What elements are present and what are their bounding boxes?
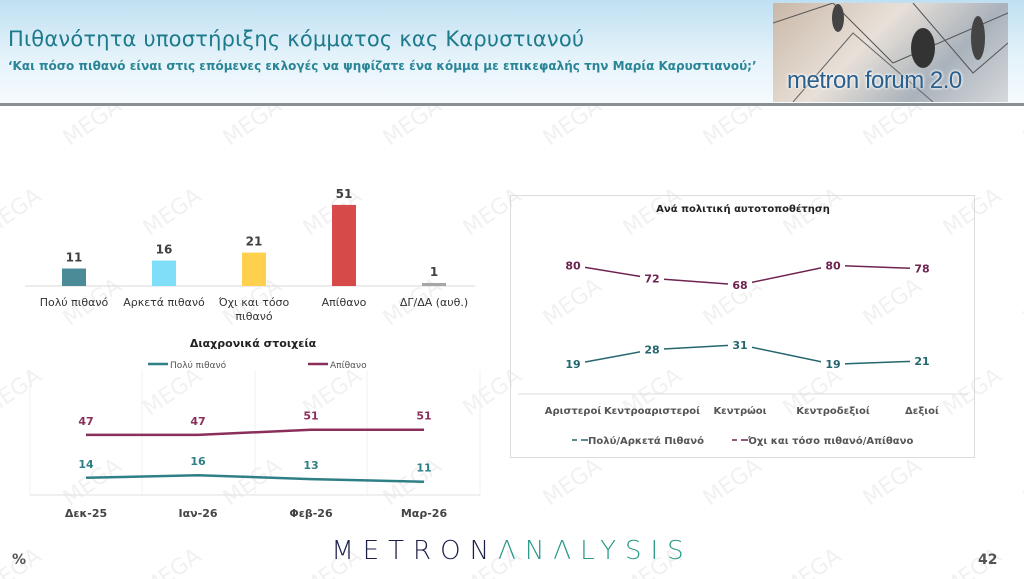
data-label: 80 [565, 259, 581, 272]
legend-label: Πολύ πιθανό [170, 360, 227, 371]
bar [62, 268, 86, 286]
watermark: MEGA [698, 453, 767, 512]
chart-title: Ανά πολιτική αυτοτοποθέτηση [656, 203, 830, 215]
data-label: 16 [190, 455, 206, 468]
data-label: 51 [416, 410, 431, 423]
data-label: 78 [914, 263, 929, 276]
data-label: 47 [78, 415, 93, 428]
data-label: 21 [246, 235, 263, 249]
data-label: 28 [644, 344, 659, 357]
brand-part2: ΛNΛLYSIS [498, 536, 693, 566]
category-label: Απίθανο [322, 296, 367, 309]
series-line [86, 428, 424, 437]
watermark: MEGA [1018, 453, 1024, 512]
data-label: 68 [732, 279, 747, 292]
data-label-bg [728, 276, 752, 292]
watermark: MEGA [1018, 273, 1024, 332]
data-label: 21 [914, 355, 929, 368]
watermark: MEGA [538, 453, 607, 512]
category-label: Κεντρώοι [713, 405, 766, 417]
category-label: Κεντροαριστεροί [604, 405, 700, 417]
unit-label: % [12, 552, 27, 568]
data-label: 72 [644, 272, 659, 285]
category-label: Αριστεροί [545, 405, 602, 417]
category-label: Μαρ-26 [401, 507, 448, 520]
data-label-bg [821, 356, 845, 372]
bar [332, 204, 356, 286]
data-label-bg [821, 257, 845, 273]
data-label: 13 [303, 459, 318, 472]
category-label: Δεξιοί [905, 405, 939, 417]
data-label: 14 [78, 458, 94, 471]
data-label-bg [561, 257, 585, 273]
brand-part1: METRON [331, 536, 499, 566]
watermark: MEGA [858, 453, 927, 512]
data-label: 11 [66, 251, 83, 265]
category-label: Φεβ-26 [289, 507, 333, 520]
data-label-bg [728, 336, 752, 352]
logo-text: metron forum 2.0 [787, 67, 962, 94]
data-label: 80 [825, 259, 841, 272]
bar-chart-distribution: 11 Πολύ πιθανό 16 Αρκετά πιθανό 21 Όχι και τό… [25, 187, 475, 323]
data-label: 11 [416, 462, 431, 475]
data-label: 47 [190, 415, 205, 428]
category-label: Ιαν-26 [178, 507, 217, 520]
page-title: Πιθανότητα υποστήριξης κόμματος κας Καρυ… [8, 27, 585, 51]
data-label: 1 [430, 265, 438, 279]
category-label: Πολύ πιθανό [40, 296, 109, 309]
header: Πιθανότητα υποστήριξης κόμματος κας Καρυ… [0, 0, 1024, 106]
chart-title: Διαχρονικά στοιχεία [190, 337, 317, 350]
data-label: 19 [825, 358, 840, 371]
category-label: Δεκ-25 [65, 507, 107, 520]
metron-forum-logo: metron forum 2.0 [773, 3, 1008, 102]
metron-analysis-logo: METRONΛNΛLYSIS [0, 536, 1024, 566]
line-chart-trend: Διαχρονικά στοιχεία Πολύ πιθανό 14 16 13 11 Απ… [29, 337, 481, 520]
bar [422, 283, 446, 286]
category-label: Όχι και τόσο [218, 296, 290, 309]
bar [152, 260, 176, 286]
legend-label: Όχι και τόσο πιθανό/Απίθανο [747, 435, 913, 447]
data-label: 31 [732, 339, 747, 352]
line-chart-ideology: Ανά πολιτική αυτοτοποθέτηση 19 28 31 19 21 80 7… [518, 203, 968, 447]
logo-photo-pattern [773, 3, 1008, 102]
question-subtitle: ‘Και πόσο πιθανό είναι στις επόμενες εκλ… [8, 59, 757, 73]
category-label: ΔΓ/ΔΑ (αυθ.) [400, 296, 468, 309]
data-label-bg [910, 352, 934, 368]
data-label-bg [640, 341, 664, 357]
bar [242, 252, 266, 286]
category-label: πιθανό [235, 310, 272, 323]
data-label: 16 [156, 243, 173, 257]
category-label: Αρκετά πιθανό [123, 296, 205, 309]
data-label: 51 [303, 410, 318, 423]
category-label: Κεντροδεξιοί [796, 405, 870, 417]
legend-label: Πολύ/Αρκετά Πιθανό [588, 435, 704, 447]
data-label-bg [910, 260, 934, 276]
series-line [85, 473, 425, 483]
data-label-bg [561, 356, 585, 372]
legend-label: Απίθανο [330, 361, 367, 371]
chart-frame [510, 195, 975, 458]
page-number: 42 [978, 552, 998, 568]
data-label: 51 [336, 187, 353, 201]
data-label: 19 [565, 358, 580, 371]
data-label-bg [640, 270, 664, 286]
